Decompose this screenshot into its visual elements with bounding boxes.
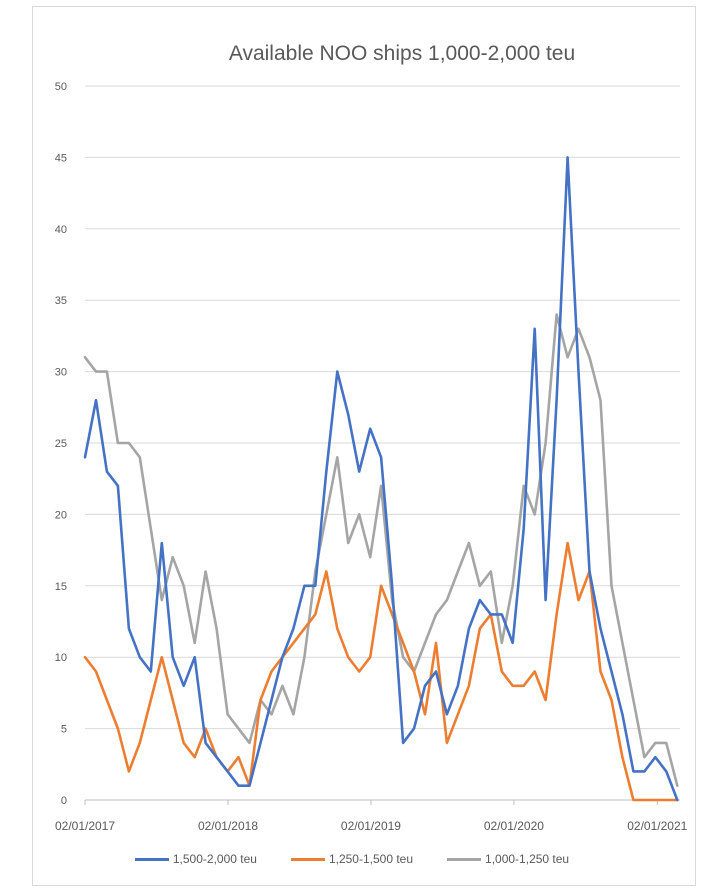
y-tick-label: 10 [55, 652, 67, 664]
y-tick-label: 45 [55, 152, 67, 164]
legend-label-series-3: 1,000-1,250 teu [485, 852, 570, 866]
x-axis-tick-labels: 02/01/2017 02/01/2018 02/01/2019 02/01/2020… [55, 800, 688, 833]
legend-swatch-series-1 [134, 857, 169, 861]
y-tick-label: 5 [61, 724, 67, 736]
y-tick-label: 20 [55, 509, 67, 521]
legend-item-series-2: 1,250-1,500 teu [290, 852, 414, 866]
legend-swatch-series-3 [447, 857, 482, 861]
y-axis-tick-labels: 0 5 10 15 20 25 30 35 40 45 50 [55, 81, 67, 807]
series-lines [83, 156, 679, 802]
legend-label-series-1: 1,500-2,000 teu [172, 852, 257, 866]
y-tick-label: 35 [55, 295, 67, 307]
x-tick-label: 02/01/2020 [484, 819, 544, 833]
gridlines [85, 85, 680, 801]
legend-swatch-series-2 [290, 857, 325, 861]
legend-item-series-3: 1,000-1,250 teu [447, 852, 569, 866]
x-tick-label: 02/01/2019 [341, 819, 401, 833]
legend-label-series-2: 1,250-1,500 teu [328, 852, 414, 866]
y-tick-label: 50 [55, 81, 67, 93]
x-tick-label: 02/01/2021 [627, 819, 687, 833]
series-line-3 [83, 313, 679, 788]
x-tick-label: 02/01/2017 [55, 819, 115, 833]
series-line-2 [83, 541, 679, 802]
legend: 1,500-2,000 teu 1,250-1,500 teu 1,000-1,… [0, 852, 704, 866]
chart-frame [32, 6, 696, 886]
y-tick-label: 15 [55, 581, 67, 593]
series-line-1 [83, 156, 679, 802]
legend-item-series-1: 1,500-2,000 teu [134, 852, 257, 866]
x-tick-label: 02/01/2018 [198, 819, 258, 833]
y-tick-label: 25 [55, 438, 67, 450]
chart-title: Available NOO ships 1,000-2,000 teu [228, 42, 576, 65]
y-tick-label: 40 [55, 224, 67, 236]
y-tick-label: 0 [61, 795, 67, 807]
y-tick-label: 30 [55, 367, 67, 379]
